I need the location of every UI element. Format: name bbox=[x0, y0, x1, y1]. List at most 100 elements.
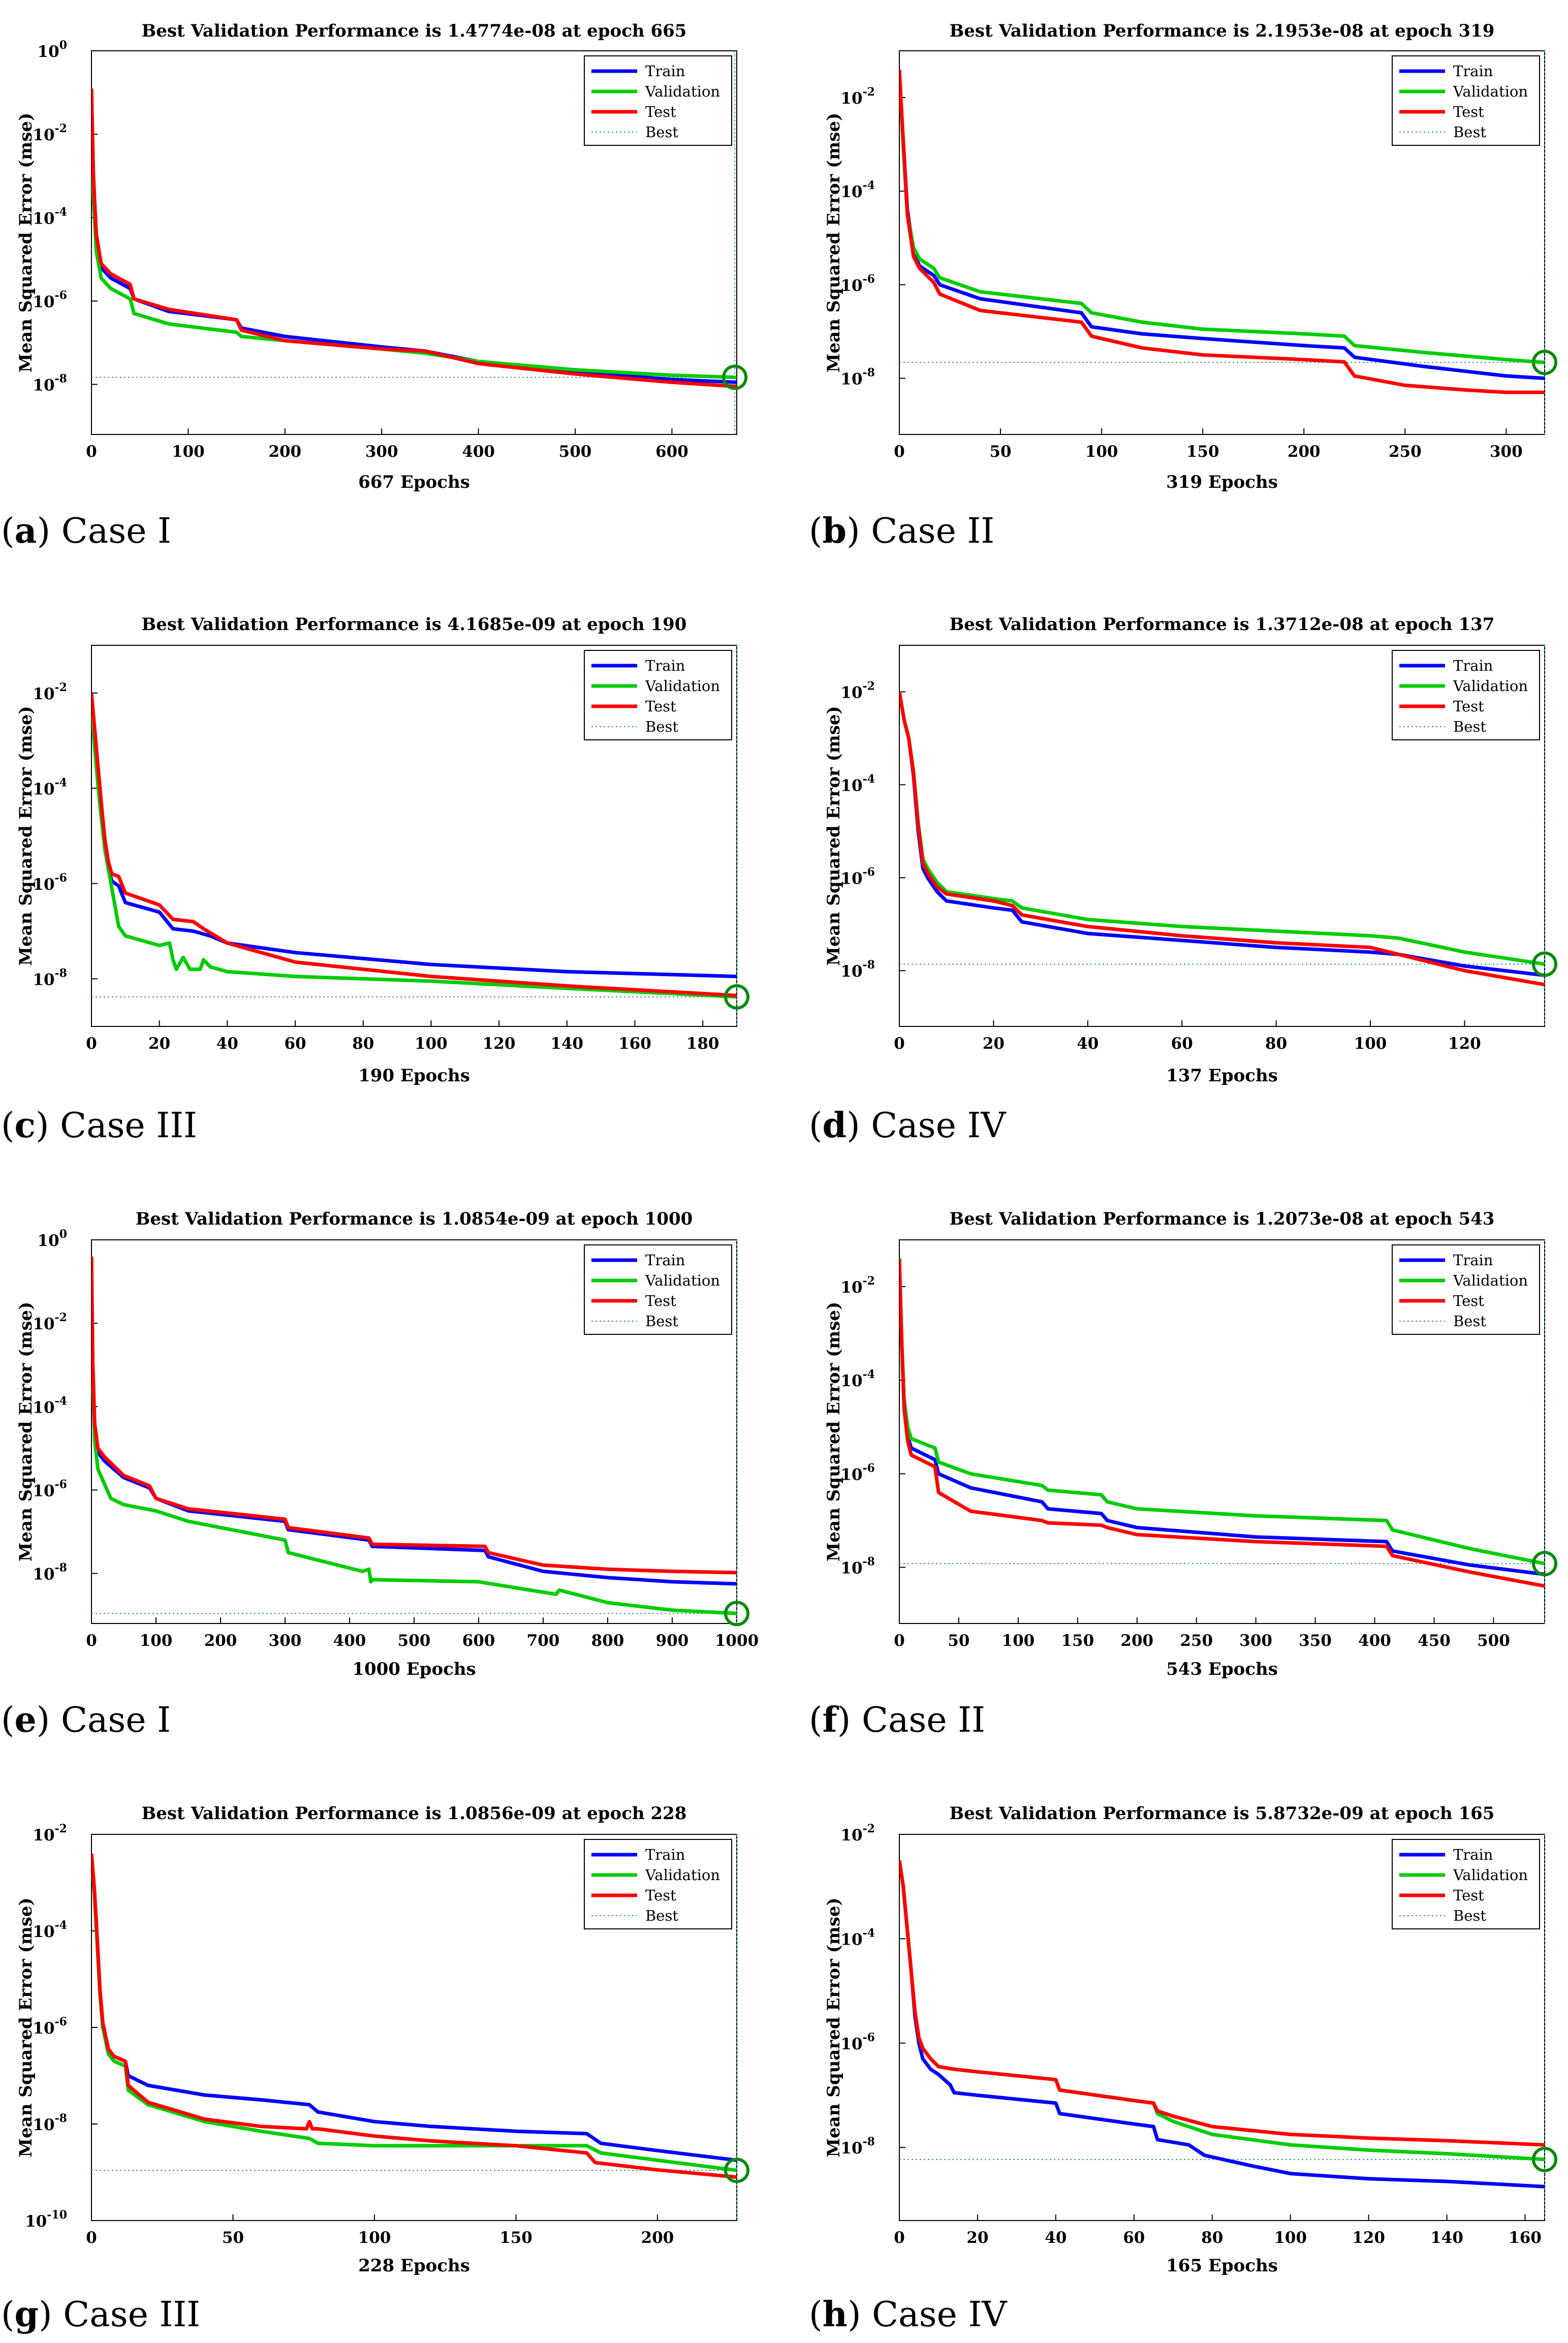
y-tick-exponent: -8 bbox=[863, 2135, 875, 2148]
chart-panel-c: Best Validation Performance is 4.1685e-0… bbox=[1, 614, 749, 1146]
legend-label: Test bbox=[645, 1887, 676, 1904]
series-line-test bbox=[91, 88, 737, 389]
y-tick-exponent: 0 bbox=[59, 39, 67, 52]
legend-label: Train bbox=[645, 657, 685, 674]
caption-open-paren: ( bbox=[809, 2295, 823, 2335]
caption-close-paren: ) bbox=[846, 1106, 871, 1146]
y-tick-label: 10-8 bbox=[840, 2135, 875, 2158]
y-tick-base: 10 bbox=[33, 1826, 54, 1845]
y-tick-exponent: -2 bbox=[55, 122, 67, 135]
x-tick-label: 300 bbox=[1239, 1632, 1272, 1650]
x-axis-label: 190 Epochs bbox=[358, 1066, 470, 1086]
x-tick-label: 100 bbox=[358, 2229, 391, 2247]
y-tick-label: 10-8 bbox=[840, 958, 875, 981]
x-tick-label: 20 bbox=[148, 1035, 170, 1053]
legend-label: Test bbox=[1453, 698, 1484, 715]
y-tick-label: 10-4 bbox=[840, 1926, 875, 1949]
x-tick-label: 400 bbox=[1358, 1632, 1391, 1650]
x-tick-label: 250 bbox=[1389, 443, 1422, 461]
caption-close-paren: ) bbox=[846, 511, 871, 551]
y-tick-base: 10 bbox=[33, 685, 54, 703]
x-tick-label: 0 bbox=[86, 1632, 97, 1650]
x-tick-label: 1000 bbox=[715, 1632, 759, 1650]
y-tick-label: 10-2 bbox=[840, 1822, 875, 1845]
caption-letter: e bbox=[15, 1700, 37, 1740]
x-tick-label: 100 bbox=[172, 443, 205, 461]
x-axis-label: 228 Epochs bbox=[358, 2256, 470, 2276]
panel-caption: (h) Case IV bbox=[809, 2294, 1008, 2335]
y-tick-label: 10-2 bbox=[840, 85, 875, 108]
y-tick-label: 10-4 bbox=[33, 776, 67, 798]
y-tick-label: 10-2 bbox=[33, 122, 67, 144]
legend-label: Best bbox=[645, 1313, 678, 1330]
y-axis-label: Mean Squared Error (mse) bbox=[824, 706, 844, 965]
y-tick-exponent: -6 bbox=[863, 2031, 875, 2044]
y-tick-label: 10-6 bbox=[840, 2031, 875, 2053]
x-tick-label: 100 bbox=[1354, 1035, 1387, 1053]
y-tick-base: 10 bbox=[33, 780, 54, 798]
x-tick-label: 500 bbox=[398, 1632, 431, 1650]
x-tick-label: 120 bbox=[1352, 2229, 1385, 2247]
caption-close-paren: ) bbox=[36, 1106, 60, 1146]
x-tick-label: 600 bbox=[462, 1632, 495, 1650]
y-tick-base: 10 bbox=[840, 370, 862, 389]
caption-text: Case IV bbox=[872, 2295, 1008, 2335]
x-tick-label: 100 bbox=[1085, 443, 1118, 461]
legend-label: Test bbox=[1453, 1292, 1484, 1309]
y-tick-exponent: -2 bbox=[863, 679, 875, 693]
caption-text: Case II bbox=[862, 1700, 985, 1740]
x-tick-label: 0 bbox=[894, 2229, 905, 2247]
legend-label: Best bbox=[645, 718, 678, 735]
y-tick-base: 10 bbox=[33, 126, 54, 144]
caption-close-paren: ) bbox=[848, 2295, 872, 2335]
y-tick-exponent: -8 bbox=[863, 366, 875, 380]
y-tick-exponent: -10 bbox=[47, 2208, 67, 2222]
x-tick-label: 800 bbox=[591, 1632, 624, 1650]
y-tick-label: 10-6 bbox=[840, 272, 875, 295]
y-axis-label: Mean Squared Error (mse) bbox=[16, 1897, 36, 2157]
x-tick-label: 400 bbox=[333, 1632, 366, 1650]
series-line-test bbox=[91, 693, 737, 997]
x-tick-label: 500 bbox=[559, 443, 592, 461]
y-tick-base: 10 bbox=[840, 2139, 862, 2158]
y-tick-exponent: -6 bbox=[55, 289, 67, 302]
x-tick-label: 0 bbox=[894, 1632, 905, 1650]
chart-panel-f: Best Validation Performance is 1.2073e-0… bbox=[809, 1209, 1557, 1740]
caption-letter: d bbox=[823, 1105, 847, 1146]
chart-title: Best Validation Performance is 2.1953e-0… bbox=[950, 21, 1495, 41]
x-tick-label: 80 bbox=[352, 1035, 374, 1053]
best-marker-circle bbox=[1532, 951, 1557, 977]
caption-letter: a bbox=[15, 511, 37, 551]
x-tick-label: 60 bbox=[284, 1035, 306, 1053]
y-tick-base: 10 bbox=[33, 1315, 54, 1333]
legend-label: Train bbox=[645, 1846, 685, 1863]
y-tick-base: 10 bbox=[33, 293, 54, 311]
caption-close-paren: ) bbox=[37, 1700, 61, 1740]
chart-title: Best Validation Performance is 4.1685e-0… bbox=[142, 614, 687, 635]
y-tick-label: 10-4 bbox=[840, 1368, 875, 1390]
series-line-validation bbox=[91, 1265, 737, 1615]
y-tick-label: 10-6 bbox=[33, 2015, 67, 2038]
caption-open-paren: ( bbox=[1, 1106, 15, 1146]
y-tick-base: 10 bbox=[840, 2035, 862, 2053]
y-tick-label: 10-2 bbox=[840, 679, 875, 702]
y-tick-exponent: -4 bbox=[55, 1919, 67, 1932]
y-tick-base: 10 bbox=[33, 1566, 54, 1584]
legend-label: Best bbox=[645, 123, 678, 141]
caption-open-paren: ( bbox=[809, 511, 823, 551]
caption-open-paren: ( bbox=[1, 2295, 15, 2335]
y-tick-exponent: -8 bbox=[863, 958, 875, 972]
y-tick-label: 10-2 bbox=[33, 1311, 67, 1333]
chart-panel-g: Best Validation Performance is 1.0856e-0… bbox=[1, 1803, 749, 2335]
best-marker-circle bbox=[1532, 2146, 1557, 2172]
x-tick-label: 100 bbox=[140, 1632, 173, 1650]
caption-open-paren: ( bbox=[809, 1700, 823, 1740]
y-tick-base: 10 bbox=[840, 1278, 862, 1297]
y-tick-exponent: -2 bbox=[863, 1822, 875, 1835]
x-tick-label: 150 bbox=[1186, 443, 1219, 461]
y-tick-label: 10-10 bbox=[25, 2208, 67, 2231]
chart-panel-h: Best Validation Performance is 5.8732e-0… bbox=[809, 1803, 1557, 2335]
chart-title: Best Validation Performance is 1.3712e-0… bbox=[950, 614, 1495, 635]
y-tick-base: 10 bbox=[840, 776, 862, 795]
x-axis-label: 1000 Epochs bbox=[352, 1659, 476, 1679]
